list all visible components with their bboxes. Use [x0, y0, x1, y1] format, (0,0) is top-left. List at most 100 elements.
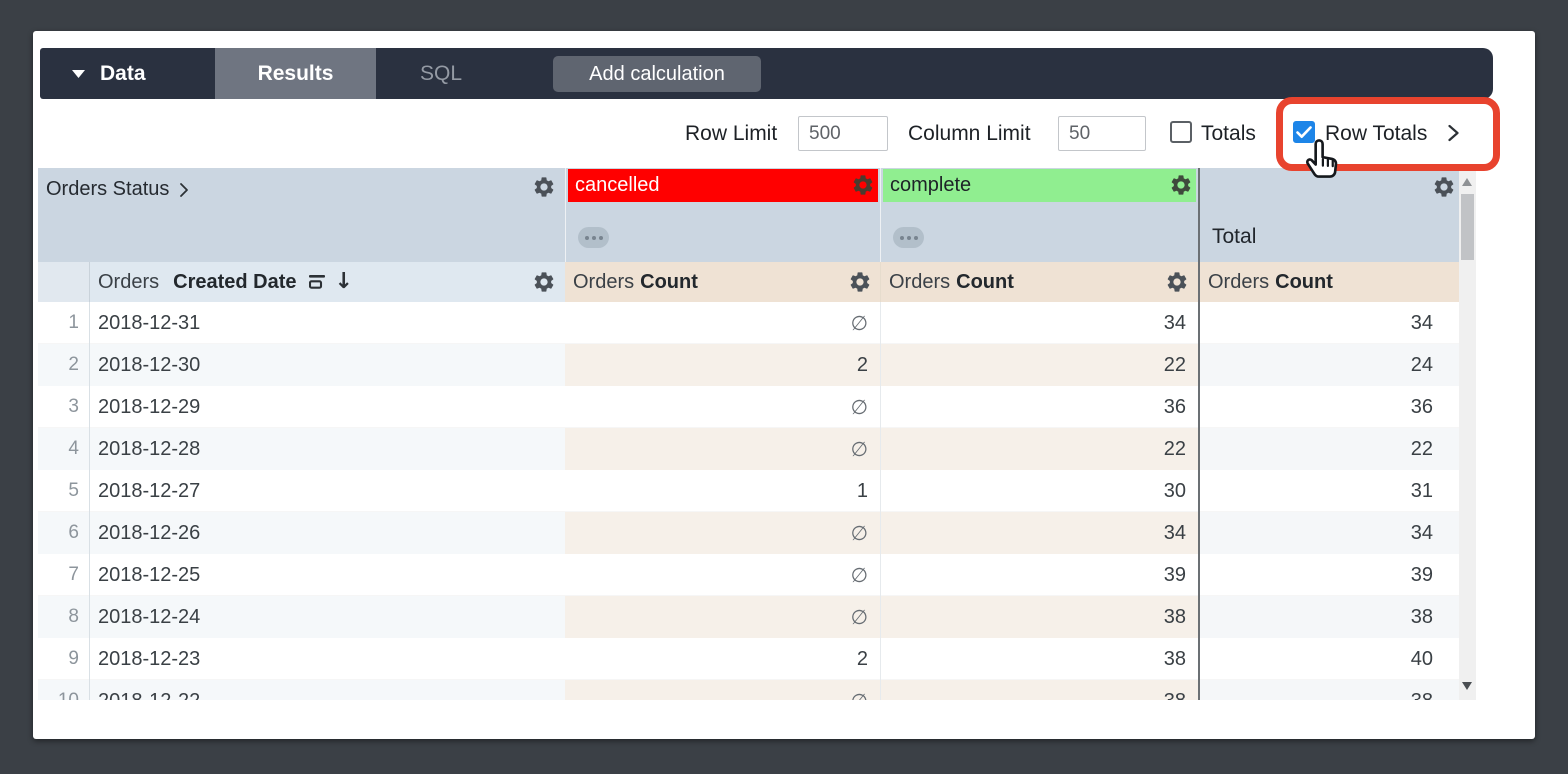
- cancelled-count-cell[interactable]: ∅: [850, 563, 868, 587]
- cancelled-count-cell[interactable]: ∅: [565, 596, 880, 638]
- table-row: 6 2018-12-26 ∅ 34 34: [38, 512, 1459, 554]
- cancelled-count-cell[interactable]: ∅: [565, 680, 880, 700]
- pivot-value-label: cancelled: [575, 174, 660, 196]
- row-total-cell[interactable]: 39: [1198, 554, 1459, 596]
- complete-count-cell[interactable]: 34: [880, 512, 1198, 554]
- cancelled-count-cell[interactable]: ∅: [565, 512, 880, 554]
- complete-count-cell[interactable]: 36: [880, 386, 1198, 428]
- cursor-hand-icon: [1306, 139, 1338, 178]
- add-calculation-button[interactable]: Add calculation: [553, 56, 761, 92]
- complete-count-cell[interactable]: 38: [880, 638, 1198, 680]
- sort-descending-icon[interactable]: ↓: [334, 269, 353, 294]
- dimension-header[interactable]: Orders Created Date ↓: [90, 262, 565, 302]
- gear-icon[interactable]: [532, 175, 556, 199]
- cancelled-count-cell[interactable]: 1: [856, 479, 868, 502]
- vertical-scrollbar[interactable]: [1459, 168, 1476, 700]
- results-table: Orders Status cancelled complete: [38, 168, 1459, 700]
- data-menu-button[interactable]: Data: [40, 48, 215, 99]
- complete-count-cell[interactable]: 38: [880, 596, 1198, 638]
- cancelled-count-cell[interactable]: ∅: [565, 428, 880, 470]
- tab-sql-label: SQL: [419, 61, 463, 85]
- complete-count-cell[interactable]: 34: [880, 302, 1198, 344]
- date-cell[interactable]: 2018-12-29: [98, 395, 201, 418]
- row-number-cell: 4: [38, 428, 90, 470]
- complete-count-cell[interactable]: 22: [880, 428, 1198, 470]
- row-total-cell[interactable]: 24: [1198, 344, 1459, 386]
- column-limit-input[interactable]: [1058, 116, 1146, 151]
- table-row: 8 2018-12-24 ∅ 38 38: [38, 596, 1459, 638]
- column-menu-pill[interactable]: [893, 227, 924, 248]
- pivot-field-header[interactable]: Orders Status: [38, 168, 565, 262]
- date-cell[interactable]: 2018-12-30: [90, 344, 565, 386]
- date-cell[interactable]: 2018-12-24: [90, 596, 565, 638]
- row-total-cell[interactable]: 38: [1198, 680, 1459, 700]
- row-total-cell[interactable]: 40: [1198, 638, 1459, 680]
- complete-count-cell[interactable]: 30: [880, 470, 1198, 512]
- pivot-value-header-complete[interactable]: complete: [880, 168, 1198, 262]
- gear-icon[interactable]: [1432, 175, 1456, 199]
- date-cell[interactable]: 2018-12-31: [98, 311, 201, 334]
- cancelled-count-cell[interactable]: ∅: [850, 395, 868, 419]
- date-cell[interactable]: 2018-12-23: [98, 647, 201, 670]
- gear-icon[interactable]: [848, 270, 872, 294]
- row-total-cell[interactable]: 36: [1198, 386, 1459, 428]
- measure-name: Count: [1275, 270, 1333, 293]
- scroll-down-arrow-icon[interactable]: [1462, 682, 1472, 690]
- pivot-value-label: complete: [890, 174, 972, 196]
- totals-label: Totals: [1201, 122, 1256, 145]
- date-cell[interactable]: 2018-12-26: [90, 512, 565, 554]
- pivot-header-row: Orders Status cancelled complete: [38, 168, 1459, 262]
- row-total-cell[interactable]: 38: [1198, 596, 1459, 638]
- explorer-toolbar: Data Results SQL Add calculation: [40, 48, 1493, 99]
- complete-count-cell[interactable]: 38: [880, 680, 1198, 700]
- gear-icon[interactable]: [851, 173, 875, 197]
- row-totals-checkbox[interactable]: [1293, 121, 1315, 143]
- measure-header-total[interactable]: Orders Count: [1198, 262, 1459, 302]
- cancelled-count-cell[interactable]: 2: [856, 647, 868, 670]
- field-header-row: Orders Created Date ↓ Orders Count Orders C…: [38, 262, 1459, 302]
- row-number-cell: 9: [38, 638, 90, 680]
- row-total-cell[interactable]: 34: [1198, 512, 1459, 554]
- tab-sql[interactable]: SQL: [376, 48, 506, 99]
- table-body: 1 2018-12-31 ∅ 34 34 2 2018-12-30 2 22 24 3 2018-12…: [38, 302, 1459, 700]
- totals-checkbox[interactable]: [1170, 121, 1192, 143]
- cancelled-count-cell[interactable]: 2: [565, 344, 880, 386]
- total-column-header[interactable]: Total: [1198, 168, 1459, 262]
- measure-header-complete[interactable]: Orders Count: [880, 262, 1198, 302]
- measure-header-cancelled[interactable]: Orders Count: [565, 262, 880, 302]
- dropdown-triangle-icon: [72, 69, 85, 78]
- add-calculation-label: Add calculation: [589, 62, 725, 85]
- column-menu-pill[interactable]: [578, 227, 609, 248]
- gear-icon[interactable]: [1165, 270, 1189, 294]
- row-total-cell[interactable]: 34: [1198, 302, 1459, 344]
- table-row: 9 2018-12-23 2 38 40: [38, 638, 1459, 680]
- dimension-name: Created Date: [173, 270, 297, 293]
- date-cell[interactable]: 2018-12-22: [90, 680, 565, 700]
- total-column-label: Total: [1212, 225, 1257, 248]
- cancelled-count-cell[interactable]: ∅: [850, 311, 868, 335]
- date-cell[interactable]: 2018-12-28: [90, 428, 565, 470]
- tab-results[interactable]: Results: [215, 48, 376, 99]
- gear-icon[interactable]: [1169, 173, 1193, 197]
- row-number-cell: 2: [38, 344, 90, 386]
- complete-count-cell[interactable]: 22: [880, 344, 1198, 386]
- scroll-up-arrow-icon[interactable]: [1462, 178, 1472, 186]
- gear-icon[interactable]: [532, 270, 556, 294]
- row-total-cell[interactable]: 22: [1198, 428, 1459, 470]
- measure-prefix: Orders: [1208, 270, 1270, 293]
- date-cell[interactable]: 2018-12-27: [98, 479, 201, 502]
- row-total-cell[interactable]: 31: [1198, 470, 1459, 512]
- date-cell[interactable]: 2018-12-25: [98, 563, 201, 586]
- checkmark-icon: [1296, 125, 1312, 138]
- table-row: 4 2018-12-28 ∅ 22 22: [38, 428, 1459, 470]
- tab-results-label: Results: [257, 61, 334, 85]
- pivot-value-header-cancelled[interactable]: cancelled: [565, 168, 880, 262]
- scrollbar-thumb[interactable]: [1461, 194, 1474, 260]
- row-limit-input[interactable]: [798, 116, 888, 151]
- complete-count-cell[interactable]: 39: [880, 554, 1198, 596]
- chevron-right-icon[interactable]: [1447, 124, 1459, 142]
- column-limit-label: Column Limit: [908, 122, 1031, 145]
- row-number-cell: 8: [38, 596, 90, 638]
